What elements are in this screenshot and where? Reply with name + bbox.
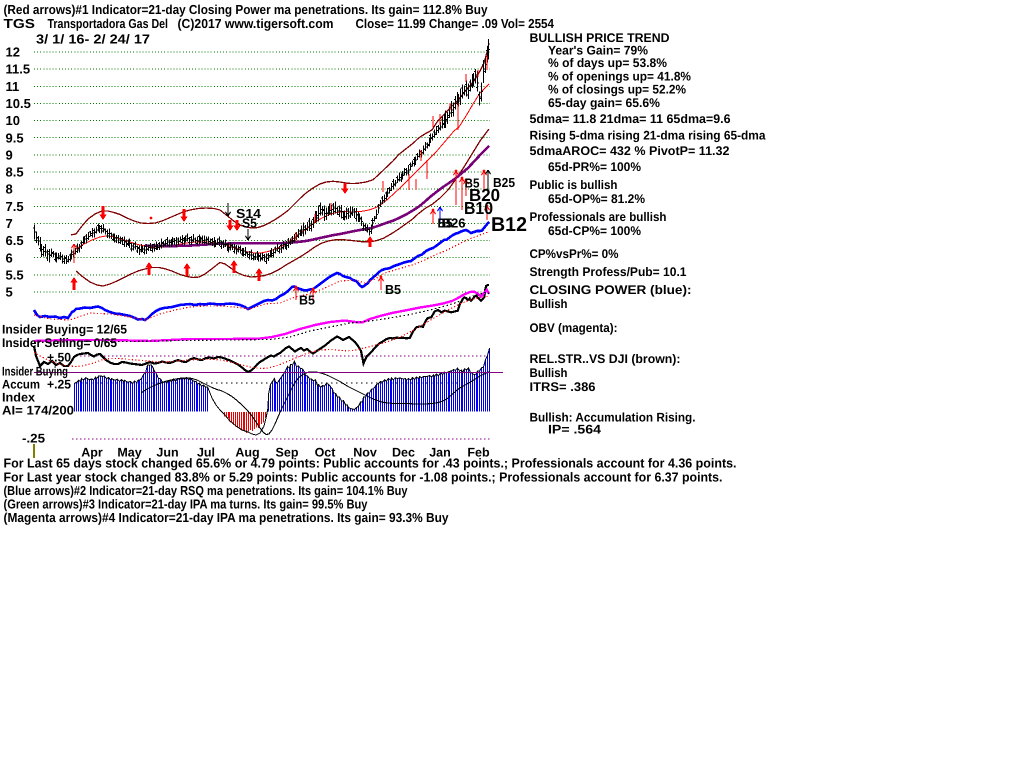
svg-text:REL.STR..VS DJI (brown):: REL.STR..VS DJI (brown): <box>530 352 681 366</box>
svg-text:5: 5 <box>6 285 13 300</box>
svg-text:B10: B10 <box>464 198 493 218</box>
svg-text:% of openings up= 41.8%: % of openings up= 41.8% <box>548 70 691 84</box>
svg-text:CP%vsPr%= 0%: CP%vsPr%= 0% <box>530 247 619 261</box>
svg-text:Oct: Oct <box>315 446 337 460</box>
svg-text:(C)2017 www.tigersoft.com: (C)2017 www.tigersoft.com <box>178 16 334 31</box>
svg-text:Professionals are bullish: Professionals are bullish <box>530 210 667 224</box>
svg-text:TGS: TGS <box>4 16 36 31</box>
svg-text:Insider Buying= 12/65: Insider Buying= 12/65 <box>2 323 127 337</box>
svg-text:7.5: 7.5 <box>6 199 24 214</box>
svg-text:5.5: 5.5 <box>6 268 24 283</box>
svg-text:5dma= 11.8 21dma= 11 65dma=9.6: 5dma= 11.8 21dma= 11 65dma=9.6 <box>530 112 731 126</box>
svg-text:Bullish: Accumulation Rising.: Bullish: Accumulation Rising. <box>530 411 696 425</box>
svg-text:B5: B5 <box>438 216 453 231</box>
svg-text:Bullish: Bullish <box>530 366 568 380</box>
svg-text:65d-OP%= 81.2%: 65d-OP%= 81.2% <box>548 192 645 206</box>
svg-text:S14: S14 <box>236 206 262 221</box>
svg-text:Feb: Feb <box>467 446 490 460</box>
svg-text:IP= .564: IP= .564 <box>548 423 601 437</box>
svg-text:B5: B5 <box>299 293 315 308</box>
svg-text:Close= 11.99 Change= .09 Vol: Close= 11.99 Change= .09 Vol= 2554 <box>356 16 555 31</box>
svg-text:S5: S5 <box>242 216 257 231</box>
svg-text:Jan: Jan <box>429 446 451 460</box>
svg-text:B25: B25 <box>493 175 515 190</box>
svg-text:Sep: Sep <box>276 446 299 460</box>
svg-text:12: 12 <box>6 45 20 60</box>
svg-text:Rising 5-dma rising 21-dma r: Rising 5-dma rising 21-dma rising 65-dma <box>530 129 767 143</box>
svg-text:B20: B20 <box>469 185 500 205</box>
svg-text:% of days up= 53.8%: % of days up= 53.8% <box>548 56 667 70</box>
svg-text:11: 11 <box>6 79 20 94</box>
svg-text:Jul: Jul <box>197 446 215 460</box>
svg-text:(Blue arrows)#2 Indicator=21-d: (Blue arrows)#2 Indicator=21-day RSQ ma … <box>4 483 409 498</box>
svg-text:10.5: 10.5 <box>6 96 31 111</box>
svg-text:Year's Gain= 79%: Year's Gain= 79% <box>548 44 648 58</box>
svg-text:Nov: Nov <box>353 446 377 460</box>
svg-text:Index: Index <box>2 391 35 405</box>
svg-text:Public is bullish: Public is bullish <box>530 178 618 192</box>
svg-text:11.5: 11.5 <box>6 62 31 77</box>
svg-text:(Green arrows)#3 Indicator=21-: (Green arrows)#3 Indicator=21-day IPA ma… <box>4 497 369 512</box>
svg-text:10: 10 <box>6 113 20 128</box>
svg-text:Accum: Accum <box>2 378 40 392</box>
svg-text:B12: B12 <box>491 214 527 236</box>
svg-text:B26: B26 <box>442 216 466 231</box>
svg-text:5dmaAROC= 432 % PivotP= 11.32: 5dmaAROC= 432 % PivotP= 11.32 <box>530 144 730 158</box>
svg-text:6: 6 <box>6 250 13 265</box>
svg-text:65d-CP%= 100%: 65d-CP%= 100% <box>548 224 641 238</box>
svg-text:Insider Selling= 0/65: Insider Selling= 0/65 <box>2 336 117 350</box>
svg-text:7: 7 <box>6 216 13 231</box>
svg-text:3/ 1/ 16- 2/ 24/ 17: 3/ 1/ 16- 2/ 24/ 17 <box>36 32 150 47</box>
svg-text:For Last 65 days stock changed: For Last 65 days stock changed 65.6% or … <box>4 456 737 471</box>
svg-text:65d-PR%= 100%: 65d-PR%= 100% <box>548 160 641 174</box>
svg-text:+.50: +.50 <box>47 351 71 365</box>
svg-text:Jun: Jun <box>156 446 178 460</box>
svg-text:8: 8 <box>6 182 13 197</box>
svg-text:Dec: Dec <box>392 446 415 460</box>
svg-text:For Last year stock changed 8: For Last year stock changed 83.8% or 5.2… <box>4 470 723 485</box>
svg-text:ITRS= .386: ITRS= .386 <box>530 380 596 394</box>
svg-text:CLOSING POWER (blue):: CLOSING POWER (blue): <box>530 283 692 297</box>
svg-text:Bullish: Bullish <box>530 297 568 311</box>
svg-text:BULLISH PRICE TREND: BULLISH PRICE TREND <box>530 31 670 45</box>
svg-text:Aug: Aug <box>235 446 259 460</box>
svg-text:OBV (magenta):: OBV (magenta): <box>530 321 618 335</box>
svg-text:Apr: Apr <box>81 446 103 460</box>
svg-text:8.5: 8.5 <box>6 165 24 180</box>
svg-text:65-day gain= 65.6%: 65-day gain= 65.6% <box>548 96 660 110</box>
svg-text:May: May <box>117 446 141 460</box>
svg-text:9: 9 <box>6 148 13 163</box>
svg-text:6.5: 6.5 <box>6 233 24 248</box>
svg-text:-.25: -.25 <box>22 432 45 446</box>
svg-text:(Magenta arrows)#4 Indicator=2: (Magenta arrows)#4 Indicator=21-day IPA … <box>4 510 450 525</box>
svg-text:B5: B5 <box>385 282 401 297</box>
svg-text:Transportadora Gas Del: Transportadora Gas Del <box>48 16 169 31</box>
svg-text:+.25: +.25 <box>47 378 71 392</box>
svg-text:% of closings up= 52.2%: % of closings up= 52.2% <box>548 83 686 97</box>
svg-text:(Red arrows)#1 Indicator=21-da: (Red arrows)#1 Indicator=21-day Closing … <box>4 2 489 17</box>
svg-text:Strength Profess/Pub= 10.1: Strength Profess/Pub= 10.1 <box>530 265 687 279</box>
svg-text:AI= 174/200: AI= 174/200 <box>2 404 74 418</box>
svg-text:9.5: 9.5 <box>6 130 24 145</box>
svg-text:B5: B5 <box>465 176 480 191</box>
svg-text:Insider Buying: Insider Buying <box>2 365 68 379</box>
